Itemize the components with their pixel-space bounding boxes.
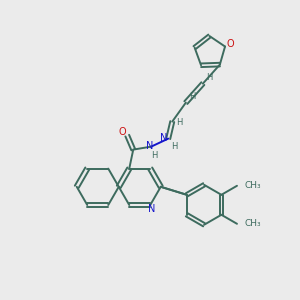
- Text: O: O: [226, 38, 234, 49]
- Text: H: H: [171, 142, 177, 151]
- Text: H: H: [176, 118, 182, 127]
- Text: H: H: [151, 151, 158, 160]
- Text: N: N: [146, 141, 153, 151]
- Text: CH₃: CH₃: [245, 219, 262, 228]
- Text: H: H: [206, 73, 212, 82]
- Text: H: H: [189, 92, 195, 101]
- Text: N: N: [148, 204, 155, 214]
- Text: N: N: [160, 133, 167, 142]
- Text: O: O: [118, 127, 126, 136]
- Text: CH₃: CH₃: [245, 181, 262, 190]
